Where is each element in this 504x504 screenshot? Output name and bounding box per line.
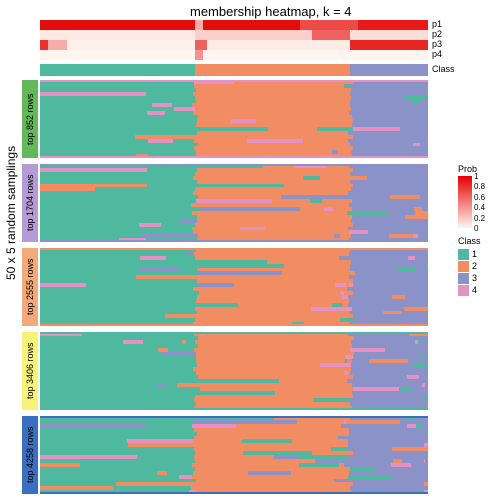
legend-class-item: 1: [458, 248, 500, 260]
legend-class: Class 1 2 3 4: [458, 236, 500, 296]
legend-prob-title: Prob: [458, 164, 500, 174]
legend-class-items: 1 2 3 4: [458, 248, 500, 296]
legend-prob-tick: 0.8: [474, 182, 485, 191]
legend-prob-tick: 0.6: [474, 193, 485, 202]
heatmap-panel: [40, 332, 428, 410]
legend-prob-tick: 0.2: [474, 214, 485, 223]
prob-row-label-p4: p4: [432, 49, 442, 59]
legend-class-item: 3: [458, 272, 500, 284]
panel-label: top 852 rows: [22, 80, 38, 158]
legend-swatch: [458, 249, 469, 260]
y-axis-label: 50 x 5 random samplings: [4, 146, 18, 280]
legend-prob-tick: 0: [474, 224, 478, 233]
legend-swatch: [458, 285, 469, 296]
prob-row-p1: [40, 20, 428, 30]
heatmap-panel: [40, 416, 428, 494]
legend-swatch: [458, 273, 469, 284]
legend-swatch: [458, 261, 469, 272]
panel-label: top 1704 rows: [22, 164, 38, 242]
panel-label: top 3406 rows: [22, 332, 38, 410]
panel-label: top 4258 rows: [22, 416, 38, 494]
legend-prob-tick: 0.4: [474, 203, 485, 212]
heatmap-panel: [40, 80, 428, 158]
chart-title: membership heatmap, k = 4: [190, 4, 352, 19]
prob-row-label-p2: p2: [432, 29, 442, 39]
legend-class-label: 2: [472, 261, 477, 271]
legend-class-label: 3: [472, 273, 477, 283]
legend-class-item: 4: [458, 284, 500, 296]
prob-row-label-p1: p1: [432, 19, 442, 29]
legend-class-item: 2: [458, 260, 500, 272]
prob-row-p4: [40, 50, 428, 60]
legend-prob-tick: 1: [474, 172, 478, 181]
prob-row-label-p3: p3: [432, 39, 442, 49]
legend-prob-colorbar: [458, 176, 472, 228]
prob-row-p2: [40, 30, 428, 40]
heatmap-panel: [40, 248, 428, 326]
legend-class-label: 4: [472, 285, 477, 295]
panel-label: top 2555 rows: [22, 248, 38, 326]
class-strip: [40, 64, 428, 76]
legend-class-label: 1: [472, 249, 477, 259]
legend-class-title: Class: [458, 236, 500, 246]
heatmap-panel: [40, 164, 428, 242]
prob-row-p3: [40, 40, 428, 50]
class-strip-label: Class: [432, 64, 455, 74]
legend-prob: Prob 10.80.60.40.20: [458, 164, 500, 228]
